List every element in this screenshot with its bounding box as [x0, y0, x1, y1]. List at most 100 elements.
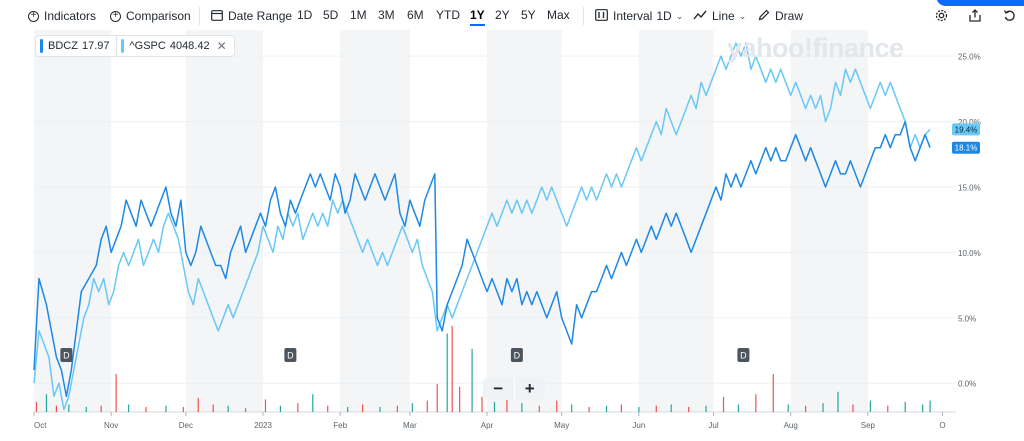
- comparison-button[interactable]: + Comparison: [110, 8, 191, 24]
- watermark-logo: yahoo!finance: [727, 33, 904, 63]
- comparison-label: Comparison: [126, 9, 191, 23]
- volume-bar: [837, 391, 839, 412]
- x-tick-label: Aug: [784, 421, 798, 430]
- corner-action-button[interactable]: [936, 0, 1024, 6]
- zoom-in-button[interactable]: +: [513, 378, 546, 400]
- chevron-down-icon: ⌄: [675, 10, 684, 21]
- volume-bar: [556, 400, 558, 412]
- end-label-text: 18.1%: [955, 144, 978, 153]
- y-tick-label: 5.0%: [958, 314, 976, 323]
- indicators-label: Indicators: [44, 9, 97, 23]
- range-2y[interactable]: 2Y: [495, 8, 510, 22]
- volume-bar: [922, 404, 924, 412]
- volume-bar: [85, 406, 87, 412]
- month-band: [340, 30, 410, 412]
- volume-bar: [737, 404, 740, 412]
- chart-type-dropdown[interactable]: Line ⌄: [693, 8, 746, 24]
- month-band: [185, 30, 263, 412]
- x-tick-label: Feb: [333, 421, 347, 430]
- interval-dropdown[interactable]: Interval 1D ⌄: [595, 8, 683, 24]
- date-range-button[interactable]: Date Range: [211, 8, 292, 24]
- volume-bar: [588, 406, 590, 412]
- range-6m[interactable]: 6M: [407, 8, 424, 22]
- month-band: [638, 30, 714, 412]
- volume-bar: [212, 404, 214, 412]
- legend-item-gspc[interactable]: ^GSPC 4048.42 ✕: [116, 36, 233, 56]
- volume-bar: [327, 405, 329, 412]
- dividend-marker-box: [510, 348, 523, 362]
- volume-bar: [396, 405, 399, 412]
- calendar-icon: [211, 9, 223, 23]
- volume-bar: [506, 399, 508, 412]
- volume-bar: [182, 406, 184, 412]
- line-chart-icon: [693, 9, 707, 23]
- end-label-box: [952, 141, 980, 154]
- volume-bar: [620, 404, 623, 412]
- volume-bar: [436, 384, 438, 412]
- x-tick-label: Nov: [104, 421, 118, 430]
- gear-icon[interactable]: [935, 9, 948, 25]
- volume-bar: [227, 405, 229, 412]
- x-tick-label: 2023: [254, 421, 272, 430]
- x-tick-label: Sep: [861, 421, 876, 430]
- range-1m[interactable]: 1M: [350, 8, 367, 22]
- volume-bar: [471, 348, 473, 412]
- dividend-marker: D: [60, 348, 73, 362]
- candlestick-icon: [595, 9, 608, 23]
- x-tick-label: Dec: [179, 421, 193, 430]
- volume-bar: [538, 405, 540, 412]
- zoom-controls: − +: [483, 378, 545, 400]
- legend-value: 4048.42: [169, 40, 210, 52]
- dividend-marker-label: D: [287, 351, 294, 361]
- y-tick-label: 0.0%: [958, 380, 976, 389]
- range-3m[interactable]: 3M: [378, 8, 395, 22]
- volume-bar: [426, 400, 428, 412]
- dividend-marker: D: [510, 348, 523, 362]
- volume-bar: [638, 406, 640, 412]
- zoom-out-button[interactable]: −: [493, 379, 504, 398]
- range-1d[interactable]: 1D: [297, 8, 313, 22]
- series-end-label: 19.4%: [952, 123, 980, 136]
- reset-icon[interactable]: [1003, 9, 1016, 25]
- volume-bar: [904, 401, 906, 412]
- range-5d[interactable]: 5D: [323, 8, 339, 22]
- chart-toolbar: + Indicators + Comparison Date Range 1D …: [0, 0, 1024, 30]
- month-bands: [34, 30, 868, 412]
- x-tick-label: O: [939, 421, 945, 430]
- y-tick-label: 10.0%: [958, 249, 981, 258]
- series-color-swatch: [121, 39, 125, 53]
- dividend-marker-label: D: [740, 351, 747, 361]
- series-lines: [33, 42, 931, 411]
- line-label: Line: [712, 9, 735, 23]
- dividend-marker-label: D: [514, 351, 521, 361]
- range-5y[interactable]: 5Y: [521, 8, 536, 22]
- plus-circle-icon: +: [110, 10, 121, 22]
- indicators-button[interactable]: + Indicators: [28, 8, 96, 24]
- range-ytd[interactable]: YTD: [436, 8, 460, 22]
- volume-bar: [887, 405, 889, 412]
- volume-bar: [127, 404, 130, 412]
- volume-bar: [145, 406, 147, 412]
- remove-comparison-icon[interactable]: ✕: [216, 39, 227, 53]
- volume-bar: [705, 405, 707, 412]
- volume-bar: [805, 405, 807, 412]
- share-icon[interactable]: [969, 9, 981, 25]
- volume-bar: [852, 404, 854, 412]
- interval-value: 1D: [656, 9, 672, 23]
- volume-bar: [165, 405, 167, 412]
- volume-bar: [869, 400, 871, 412]
- y-axis: 25.0% 20.0% 15.0% 10.0% 5.0% 0.0%: [958, 53, 981, 389]
- volume-bar: [279, 405, 282, 412]
- legend-item-bdcz[interactable]: BDCZ 17.97: [36, 36, 116, 56]
- end-label-text: 19.4%: [955, 125, 978, 134]
- volume-bar: [297, 403, 299, 412]
- series-color-swatch: [40, 39, 43, 53]
- range-1y[interactable]: 1Y: [470, 8, 485, 26]
- x-tick-label: Jun: [632, 421, 645, 430]
- dividend-marker-label: D: [63, 351, 70, 361]
- dividend-marker-box: [60, 348, 73, 362]
- draw-button[interactable]: Draw: [758, 8, 803, 24]
- range-max[interactable]: Max: [547, 8, 570, 22]
- volume-bar: [312, 394, 314, 412]
- volume-bar: [493, 401, 496, 412]
